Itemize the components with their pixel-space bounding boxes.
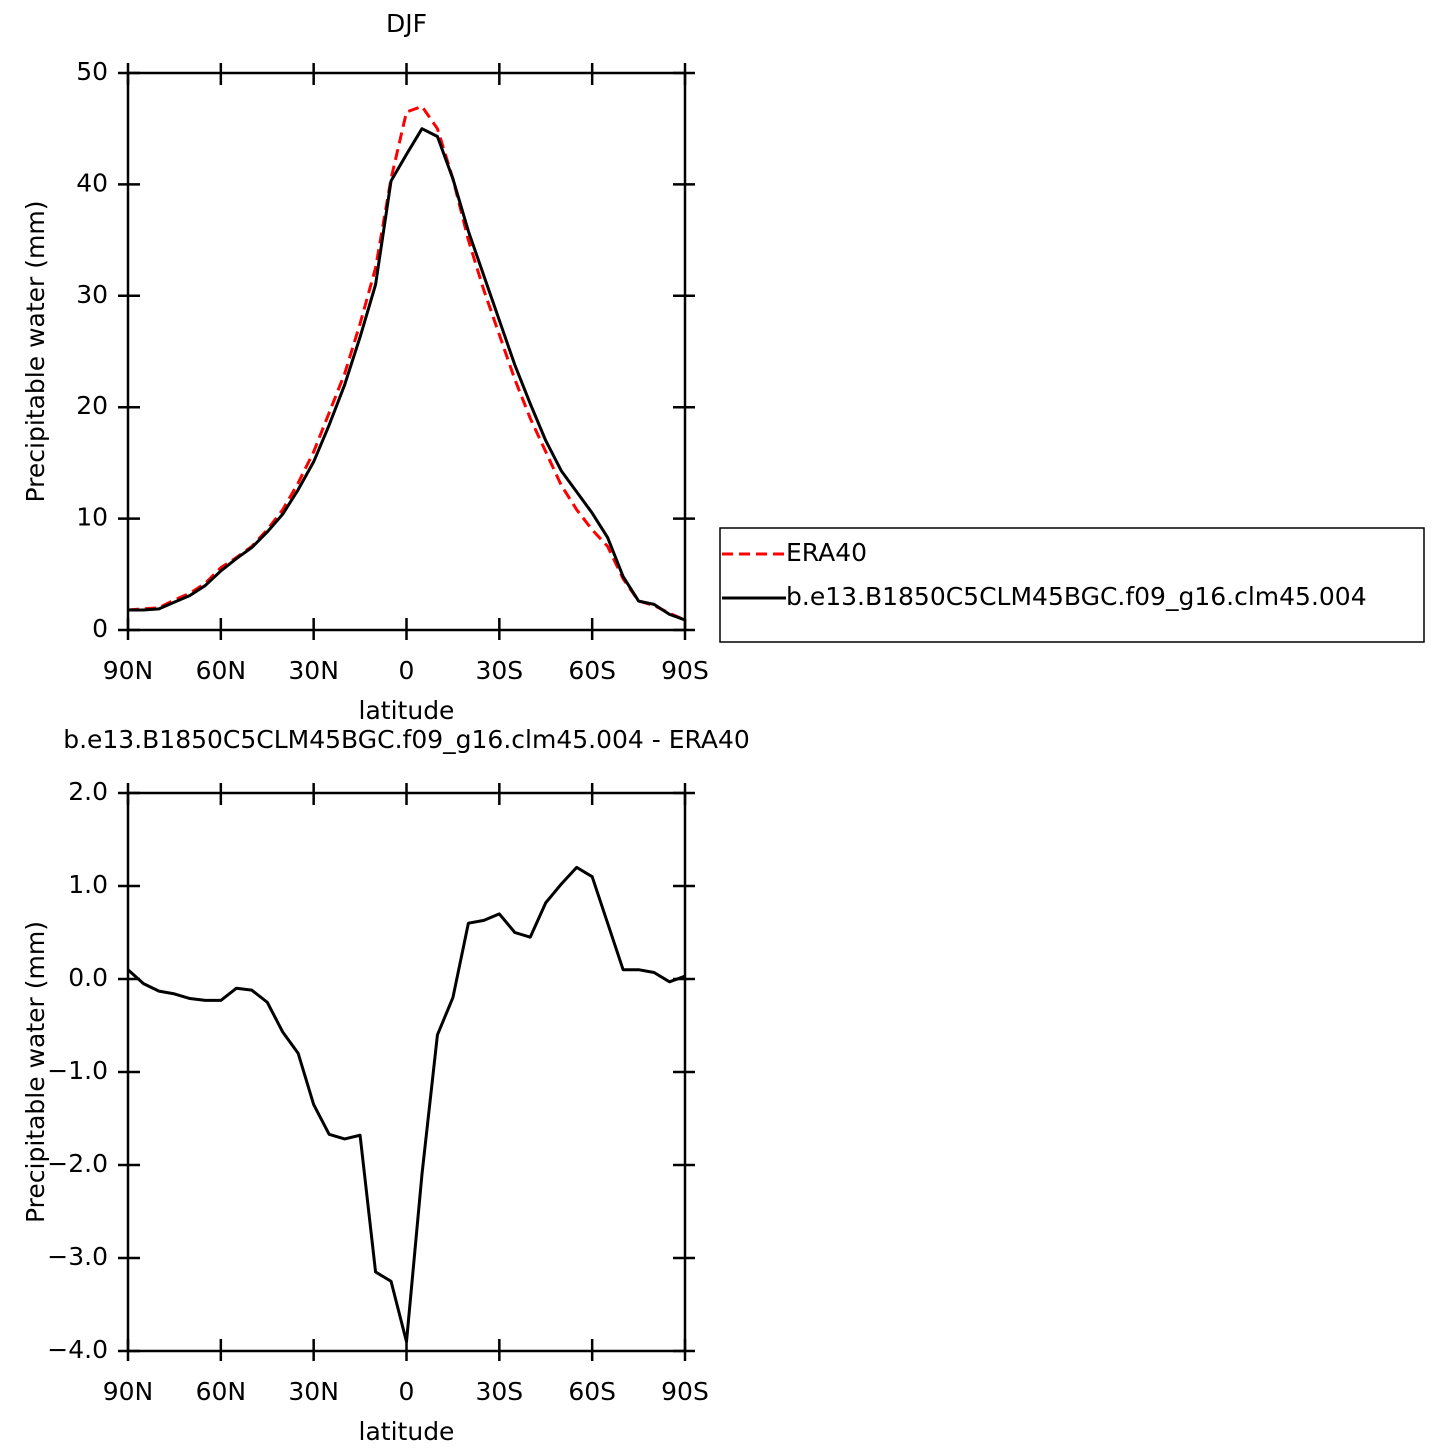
x-tick-label: 0 <box>399 1377 415 1406</box>
x-tick-label: 60N <box>196 656 247 685</box>
y-tick-label: −2.0 <box>47 1149 108 1178</box>
y-tick-label: −1.0 <box>47 1056 108 1085</box>
x-axis-label: latitude <box>359 696 455 725</box>
y-tick-label: −3.0 <box>47 1242 108 1271</box>
x-tick-label: 90N <box>103 1377 154 1406</box>
legend-label: ERA40 <box>786 538 867 567</box>
y-tick-label: −4.0 <box>47 1335 108 1364</box>
x-tick-label: 30N <box>288 656 339 685</box>
x-tick-label: 60N <box>196 1377 247 1406</box>
chart-title: DJF <box>386 9 427 38</box>
x-tick-label: 90N <box>103 656 154 685</box>
y-tick-label: 50 <box>76 57 108 86</box>
x-tick-label: 90S <box>661 1377 709 1406</box>
y-tick-label: 0 <box>92 614 108 643</box>
y-tick-label: 0.0 <box>68 963 108 992</box>
y-axis-label: Precipitable water (mm) <box>21 201 50 503</box>
data-line <box>127 104 686 622</box>
x-tick-label: 30S <box>475 1377 523 1406</box>
y-tick-label: 40 <box>76 168 108 197</box>
chart-title: b.e13.B1850C5CLM45BGC.f09_g16.clm45.004 … <box>63 725 750 754</box>
legend: ERA40 b.e13.B1850C5CLM45BGC.f09_g16.clm45… <box>719 527 1425 643</box>
x-tick-label: 30S <box>475 656 523 685</box>
x-axis-label: latitude <box>359 1417 455 1446</box>
x-tick-label: 90S <box>661 656 709 685</box>
plot-frame <box>126 791 687 1353</box>
data-line <box>128 127 686 622</box>
legend-label: b.e13.B1850C5CLM45BGC.f09_g16.clm45.004 <box>786 582 1367 611</box>
y-tick-label: 30 <box>76 280 108 309</box>
y-tick-label: 10 <box>76 503 108 532</box>
x-tick-label: 30N <box>288 1377 339 1406</box>
legend-frame <box>719 527 1425 643</box>
y-tick-label: 2.0 <box>68 777 108 806</box>
x-tick-label: 60S <box>568 1377 616 1406</box>
x-tick-label: 60S <box>568 656 616 685</box>
y-tick-label: 20 <box>76 391 108 420</box>
data-line <box>126 865 686 1344</box>
y-axis-label: Precipitable water (mm) <box>21 921 50 1223</box>
x-tick-label: 0 <box>399 656 415 685</box>
y-tick-label: 1.0 <box>68 870 108 899</box>
